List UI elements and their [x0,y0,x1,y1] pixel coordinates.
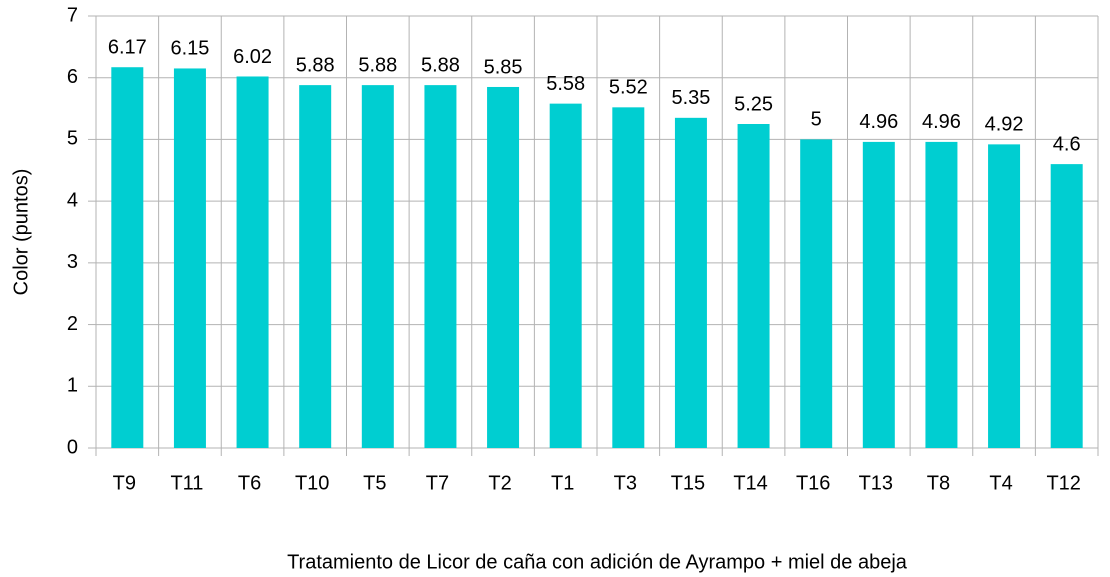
x-tick-label: T1 [551,472,574,494]
bar [173,68,206,448]
y-tick-label: 1 [67,375,78,397]
y-axis-title: Color (puntos) [10,169,32,296]
data-label: 6.02 [233,46,272,68]
x-tick-label: T2 [488,472,511,494]
bar [737,124,770,448]
bar [361,85,394,449]
data-label: 6.17 [108,37,147,59]
x-tick-label: T10 [295,472,329,494]
x-tick-label: T16 [796,472,830,494]
data-label: 5.88 [296,54,335,76]
x-tick-label: T12 [1046,472,1080,494]
data-label: 5.58 [546,73,585,95]
x-tick-label: T8 [927,472,950,494]
bar [862,141,895,448]
data-label: 6.15 [170,38,209,60]
data-label: 5.52 [609,77,648,99]
bar [674,117,707,448]
bar [111,67,144,449]
x-tick-label: T6 [238,472,261,494]
x-tick-label: T13 [859,472,893,494]
bar [1050,164,1083,448]
data-label: 5.85 [484,56,523,78]
x-tick-label: T11 [170,472,203,494]
y-tick-label: 2 [67,313,78,335]
data-label: 4.96 [922,111,961,133]
x-tick-label: T9 [113,472,136,494]
x-tick-label: T4 [989,472,1012,494]
bar [988,144,1021,448]
bar [549,103,582,449]
y-tick-label: 5 [67,128,78,150]
y-tick-label: 6 [67,66,78,88]
x-tick-label: T3 [614,472,637,494]
bar [925,141,958,448]
x-tick-label: T7 [426,472,449,494]
x-tick-label: T14 [733,472,767,494]
data-label: 4.92 [985,114,1024,136]
bar [487,86,520,448]
bar [612,107,645,448]
data-label: 4.96 [859,111,898,133]
bar [424,85,457,449]
y-tick-label: 0 [67,436,78,458]
data-label: 4.6 [1053,133,1081,155]
x-tick-label: T15 [671,472,705,494]
y-tick-label: 7 [67,4,78,26]
data-label: 5 [811,109,822,131]
data-label: 5.88 [358,54,397,76]
data-label: 5.88 [421,54,460,76]
y-tick-label: 3 [67,251,78,273]
y-tick-label: 4 [67,189,78,211]
x-tick-label: T5 [363,472,386,494]
data-label: 5.25 [734,93,773,115]
bar [236,76,269,448]
x-axis-title: Tratamiento de Licor de caña con adición… [287,551,908,573]
bar [800,139,833,448]
bar [299,85,332,449]
data-label: 5.35 [671,87,710,109]
